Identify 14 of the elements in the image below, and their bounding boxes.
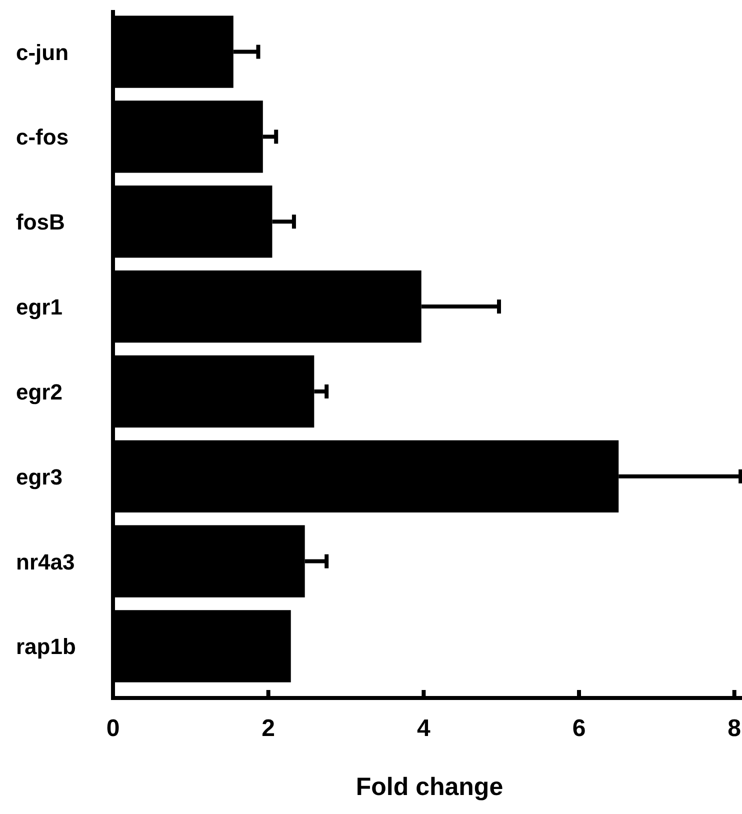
y-tick-label: egr3 bbox=[16, 464, 62, 490]
x-tick-label: 8 bbox=[728, 715, 742, 742]
y-tick-label: fosB bbox=[16, 210, 65, 235]
x-tick-label: 2 bbox=[262, 715, 276, 742]
x-tick-label: 6 bbox=[572, 715, 586, 742]
y-tick-label: nr4a3 bbox=[16, 549, 75, 574]
x-axis-title: Fold change bbox=[356, 773, 504, 801]
y-tick-label: c-fos bbox=[16, 124, 69, 150]
y-tick-label: egr2 bbox=[16, 379, 62, 404]
y-tick-label: egr1 bbox=[16, 294, 62, 320]
x-tick-label: 4 bbox=[416, 715, 431, 742]
y-tick-label: c-jun bbox=[16, 40, 69, 65]
y-tick-label: rap1b bbox=[16, 634, 76, 660]
x-tick-label: 0 bbox=[106, 715, 120, 742]
